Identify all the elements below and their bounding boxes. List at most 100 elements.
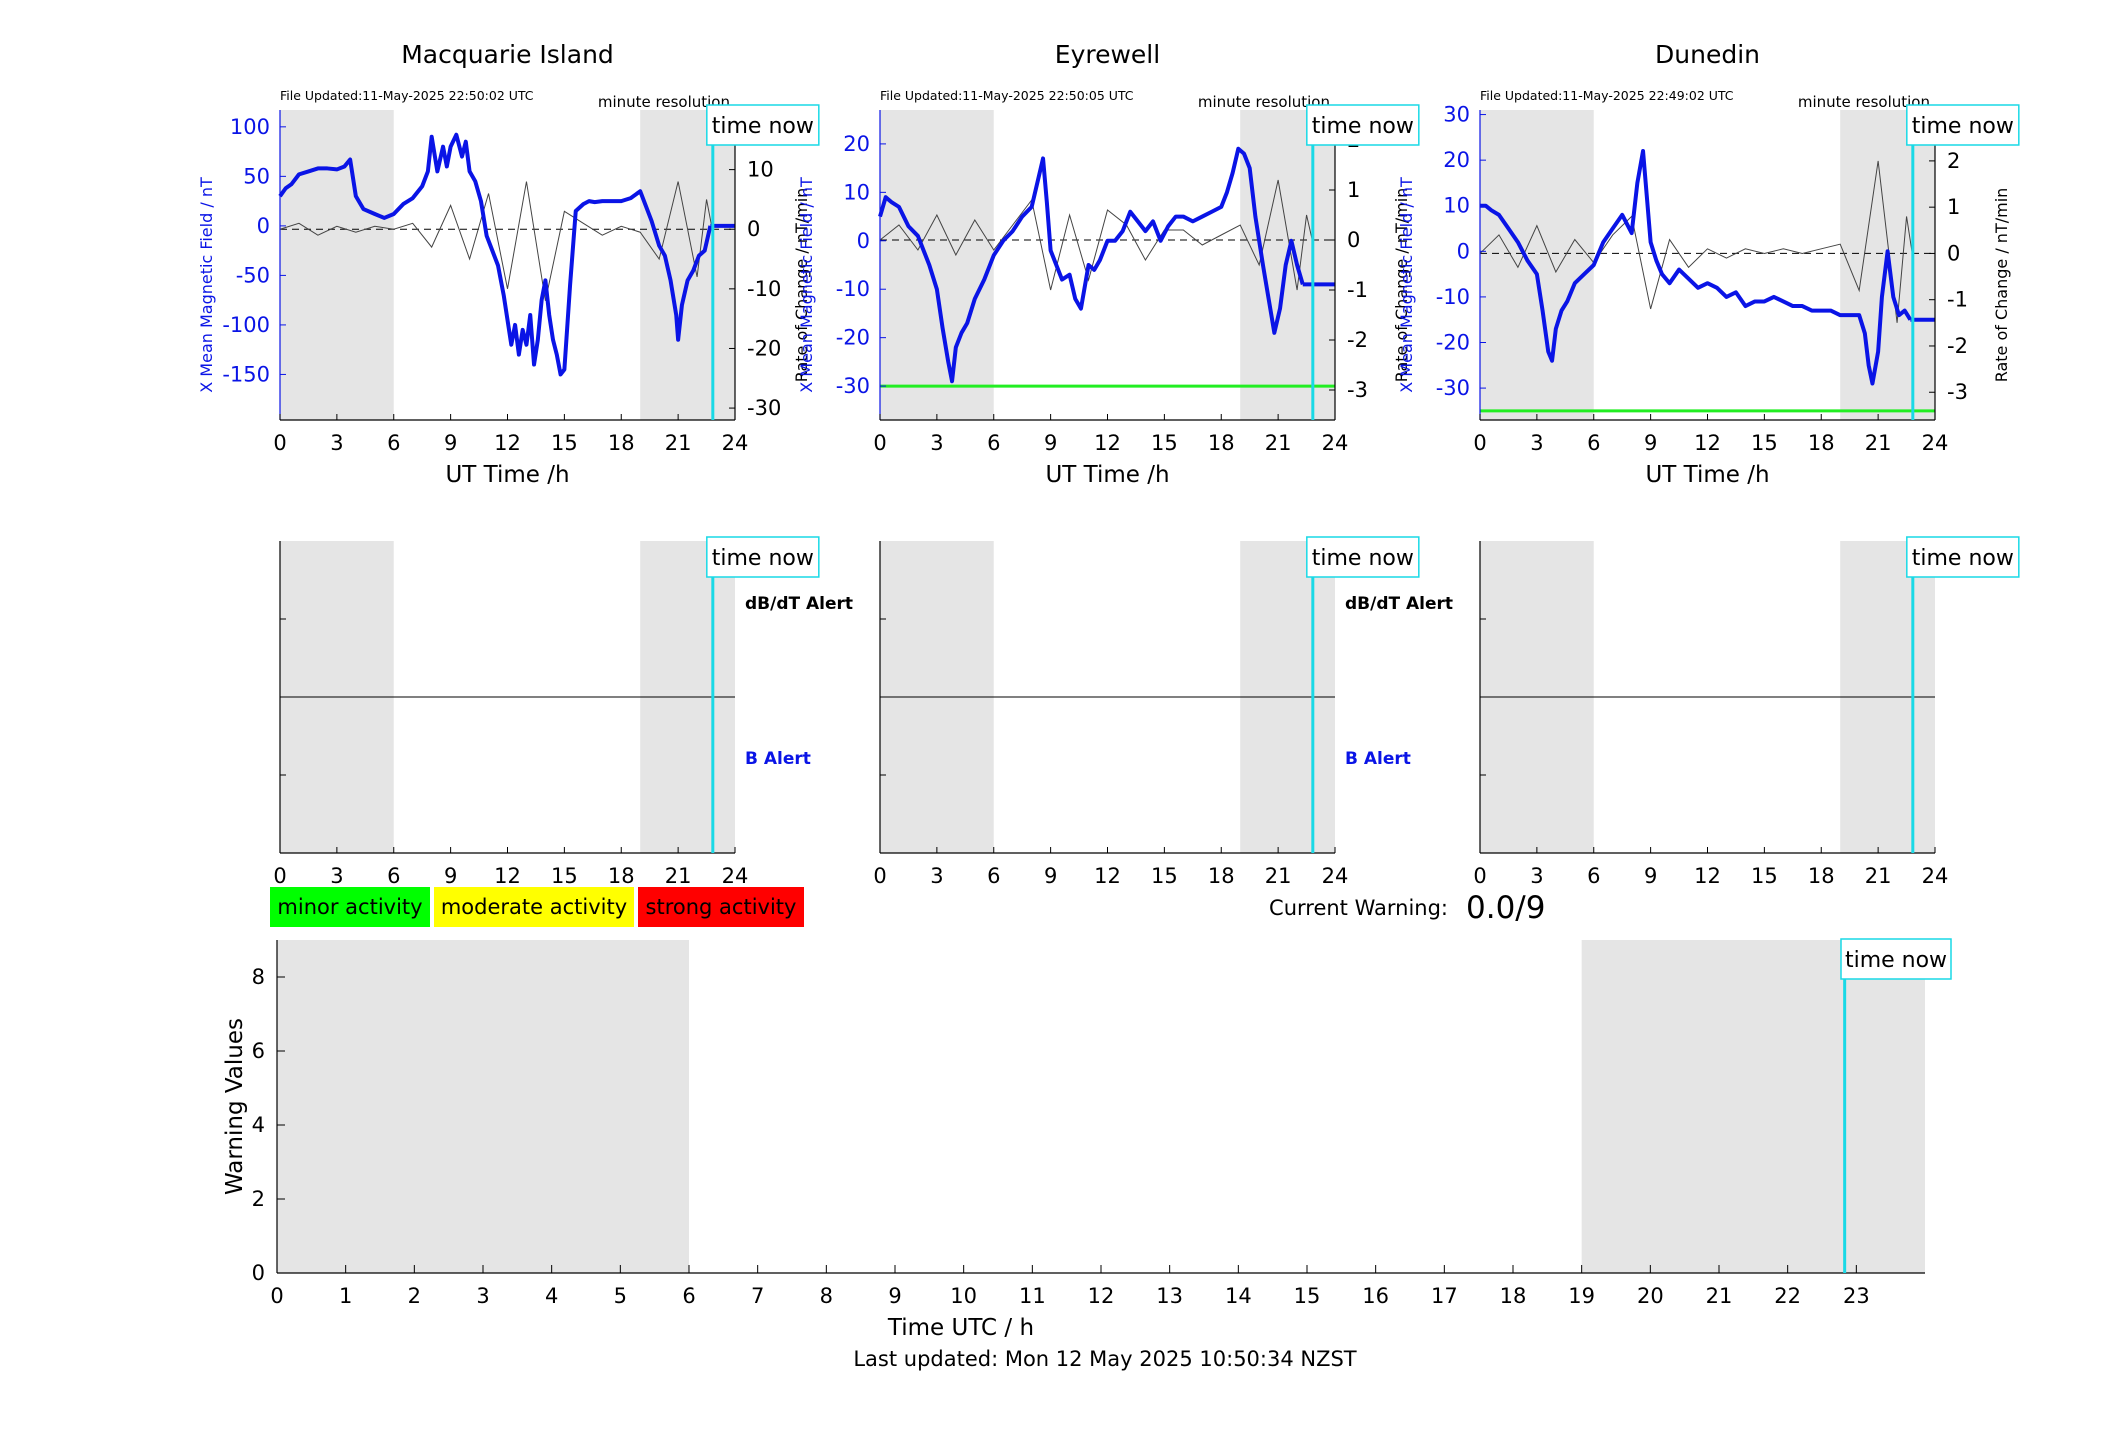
- legend-swatch-3: [638, 887, 804, 927]
- x-tick-label: 20: [1637, 1284, 1664, 1308]
- x-tick-label: 3: [330, 431, 343, 455]
- y-axis-label: Warning Values: [222, 1018, 248, 1195]
- y-right-tick-label: -20: [747, 336, 781, 360]
- file-updated-text: File Updated:11-May-2025 22:50:02 UTC: [280, 88, 534, 103]
- current-warning-label: Current Warning:: [1269, 896, 1448, 920]
- x-tick-label: 9: [1044, 864, 1057, 888]
- x-axis-label: Time UTC / h: [887, 1315, 1034, 1341]
- y-right-tick-label: -2: [1947, 334, 1968, 358]
- resolution-text: minute resolution: [598, 93, 730, 111]
- x-axis-label: UT Time /h: [1045, 462, 1169, 488]
- y-right-axis-label: Rate of Change / nT/min: [1392, 188, 1411, 383]
- rate-of-change-series: [879, 179, 1313, 291]
- time-now-label: time now: [1845, 948, 1947, 973]
- y-right-tick-label: -3: [1347, 378, 1368, 402]
- y-right-tick-label: -1: [1347, 278, 1368, 302]
- y-left-tick-label: 0: [257, 214, 270, 238]
- y-right-tick-label: -2: [1347, 328, 1368, 352]
- x-tick-label: 24: [1322, 864, 1349, 888]
- dbdt-alert-label: dB/dT Alert: [745, 594, 853, 614]
- x-tick-label: 13: [1156, 1284, 1183, 1308]
- x-tick-label: 21: [1706, 1284, 1733, 1308]
- warning-panel: 0 1 2 3 4 5 6 7 8 9 10 11 12 13 14 15 16 17 18 19 20 21 22 2302…: [222, 887, 1952, 1341]
- panel-3: Dunedin File Updated:11-May-2025 22:49:02…: [1397, 40, 2020, 488]
- x-tick-label: 2: [408, 1284, 421, 1308]
- time-now-label: time now: [712, 114, 814, 139]
- y-right-axis-label: Rate of Change / nT/min: [1992, 188, 2011, 383]
- x-tick-label: 24: [1922, 431, 1949, 455]
- magnetic-field-series: [278, 132, 713, 377]
- file-updated-text: File Updated:11-May-2025 22:50:05 UTC: [880, 88, 1134, 103]
- b-alert-label: B Alert: [745, 749, 811, 769]
- dbdt-alert-label: dB/dT Alert: [1345, 594, 1453, 614]
- x-tick-label: 18: [1208, 864, 1235, 888]
- x-tick-label: 1: [339, 1284, 352, 1308]
- y-left-tick-label: 10: [1443, 194, 1470, 218]
- x-tick-label: 12: [494, 431, 521, 455]
- x-tick-label: 6: [387, 864, 400, 888]
- x-tick-label: 9: [1044, 431, 1057, 455]
- y-left-tick-label: -30: [836, 374, 870, 398]
- x-tick-label: 18: [1808, 431, 1835, 455]
- x-tick-label: 6: [387, 431, 400, 455]
- x-tick-label: 5: [614, 1284, 627, 1308]
- x-tick-label: 21: [665, 864, 692, 888]
- x-tick-label: 18: [1808, 864, 1835, 888]
- y-left-tick-label: -10: [836, 277, 870, 301]
- panel-title: Eyrewell: [1055, 40, 1160, 69]
- x-tick-label: 18: [1500, 1284, 1527, 1308]
- y-left-tick-label: -150: [222, 362, 270, 386]
- night-shade-1: [1480, 110, 1594, 420]
- x-axis-label: UT Time /h: [445, 462, 569, 488]
- x-tick-label: 12: [1694, 431, 1721, 455]
- x-tick-label: 15: [1294, 1284, 1321, 1308]
- file-updated-text: File Updated:11-May-2025 22:49:02 UTC: [1480, 88, 1734, 103]
- x-tick-label: 12: [1094, 864, 1121, 888]
- time-now-box: [1306, 536, 1420, 578]
- legend-label-1: minor activity: [277, 895, 422, 919]
- x-tick-label: 15: [1751, 431, 1778, 455]
- current-warning-value: 0.0/9: [1466, 890, 1545, 926]
- x-tick-label: 15: [1151, 431, 1178, 455]
- x-tick-label: 12: [1088, 1284, 1115, 1308]
- y-right-tick-label: -30: [747, 396, 781, 420]
- x-tick-label: 18: [608, 431, 635, 455]
- x-tick-label: 3: [476, 1284, 489, 1308]
- x-tick-label: 15: [1751, 864, 1778, 888]
- footer-last-updated: Last updated: Mon 12 May 2025 10:50:34 N…: [853, 1347, 1356, 1371]
- x-tick-label: 10: [950, 1284, 977, 1308]
- legend-swatch-1: [270, 887, 430, 927]
- x-tick-label: 18: [1208, 431, 1235, 455]
- x-tick-label: 24: [722, 864, 749, 888]
- y-left-tick-label: 10: [843, 180, 870, 204]
- y-left-tick-label: 0: [857, 229, 870, 253]
- y-left-tick-label: -30: [1436, 376, 1470, 400]
- time-now-label: time now: [1312, 114, 1414, 139]
- y-tick-label: 8: [252, 965, 265, 989]
- night-shade-1: [880, 110, 994, 420]
- time-now-label: time now: [1312, 546, 1414, 571]
- x-axis-label: UT Time /h: [1645, 462, 1769, 488]
- x-tick-label: 9: [1644, 864, 1657, 888]
- x-tick-label: 11: [1019, 1284, 1046, 1308]
- x-tick-label: 7: [751, 1284, 764, 1308]
- y-right-tick-label: -10: [747, 277, 781, 301]
- y-right-tick-label: 0: [1347, 228, 1360, 252]
- y-left-tick-label: -20: [836, 326, 870, 350]
- x-tick-label: 14: [1225, 1284, 1252, 1308]
- x-tick-label: 12: [494, 864, 521, 888]
- x-tick-label: 9: [888, 1284, 901, 1308]
- night-shade-1: [280, 110, 394, 420]
- x-tick-label: 21: [1865, 864, 1892, 888]
- y-right-tick-label: -1: [1947, 288, 1968, 312]
- x-tick-label: 0: [1473, 864, 1486, 888]
- panel-title: Dunedin: [1655, 40, 1760, 69]
- x-tick-label: 21: [1265, 431, 1292, 455]
- x-tick-label: 15: [551, 864, 578, 888]
- x-tick-label: 16: [1362, 1284, 1389, 1308]
- alert-panel-1: 0 3 6 9 12 15 18 21 24 dB/dT Alert B Alert time now: [273, 536, 853, 888]
- night-shade-1: [277, 940, 689, 1273]
- y-right-axis-label: Rate of Change / nT/min: [792, 188, 811, 383]
- y-right-tick-label: 0: [1947, 241, 1960, 265]
